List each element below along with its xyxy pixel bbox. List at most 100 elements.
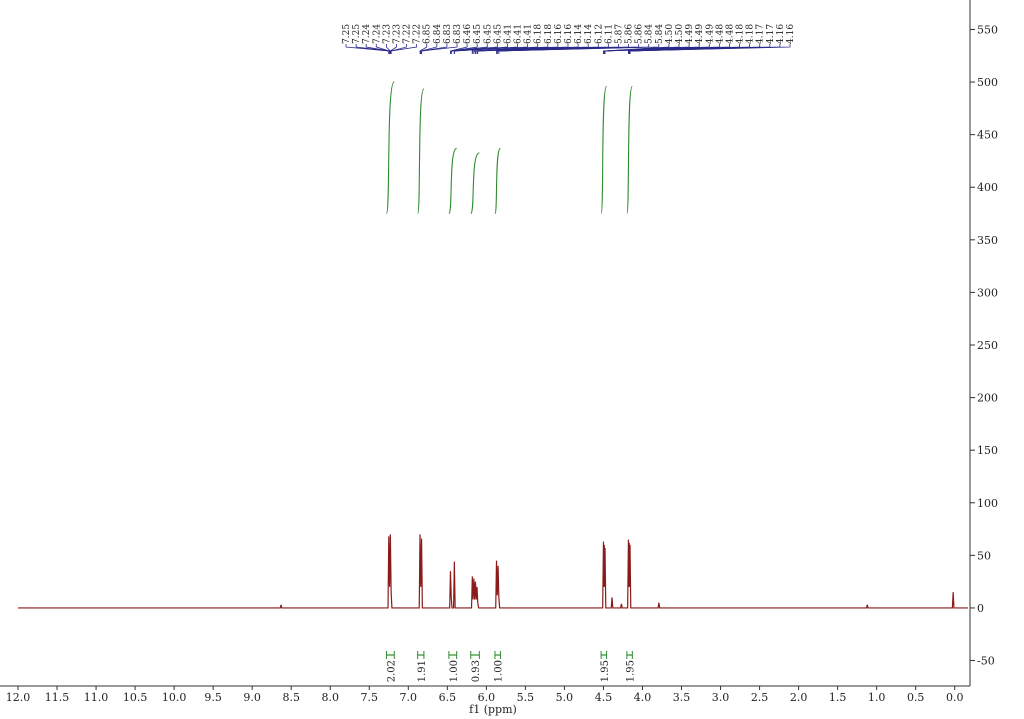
integral-curve [417, 88, 425, 215]
peak-label: 6.18 [544, 24, 554, 44]
integral-label: 1.00 [494, 660, 505, 682]
x-tick-label: 11.0 [84, 691, 109, 704]
peak-leader [420, 44, 438, 54]
x-tick-label: 0.5 [907, 691, 925, 704]
peak-label: 5.87 [614, 24, 624, 44]
integral-label: 2.02 [386, 660, 397, 682]
peak-leader [453, 44, 529, 54]
peak-label: 6.45 [493, 24, 503, 44]
x-tick-label: 9.0 [243, 691, 261, 704]
y-tick-label: 200 [977, 392, 998, 405]
spectrum-line [18, 534, 968, 609]
peak-leader [450, 44, 498, 54]
peak-label: 6.45 [473, 24, 483, 44]
peak-label: 6.16 [554, 24, 564, 44]
peak-label: 7.25 [352, 24, 362, 44]
integral-curve [448, 147, 458, 215]
x-tick-label: 8.0 [321, 691, 339, 704]
peak-label: 7.22 [413, 24, 423, 44]
peak-leader [375, 44, 390, 54]
peak-leader [419, 44, 428, 54]
y-tick-label: 100 [977, 497, 998, 510]
x-tick-label: 9.5 [204, 691, 222, 704]
x-tick-label: 1.5 [829, 691, 847, 704]
y-tick-label: 550 [977, 23, 998, 36]
peak-label: 6.84 [433, 24, 443, 44]
peak-label: 4.18 [746, 24, 756, 44]
peak-label: 7.24 [372, 24, 382, 44]
integral-curve [385, 81, 395, 215]
peak-label: 4.50 [675, 24, 685, 44]
peak-label: 4.17 [756, 24, 766, 44]
x-tick-label: 6.0 [478, 691, 496, 704]
x-tick-label: 7.0 [400, 691, 418, 704]
peak-label: 4.16 [776, 24, 786, 44]
y-tick-label: 150 [977, 444, 998, 457]
x-tick-label: 2.5 [751, 691, 769, 704]
integral-label: 1.95 [600, 660, 611, 682]
x-tick-label: 10.0 [162, 691, 187, 704]
peak-label: 6.14 [584, 24, 594, 44]
integral-label: 0.93 [471, 660, 482, 682]
peak-label: 4.18 [736, 24, 746, 44]
x-tick-label: 3.0 [712, 691, 730, 704]
y-tick-label: 50 [977, 549, 991, 562]
peak-label: 6.12 [594, 24, 604, 44]
peak-label: 5.86 [625, 24, 635, 44]
peak-leader [355, 44, 390, 54]
peak-label: 6.41 [514, 24, 524, 44]
peak-leader [604, 44, 730, 54]
peak-leader [389, 44, 397, 54]
peak-label: 6.14 [574, 24, 584, 44]
peak-label: 4.49 [685, 24, 695, 44]
peak-label: 6.46 [463, 24, 473, 44]
peak-label: 6.41 [524, 24, 534, 44]
x-tick-label: 7.5 [361, 691, 379, 704]
peak-label: 7.24 [362, 24, 372, 44]
peak-label: 4.49 [695, 24, 705, 44]
y-tick-label: -50 [977, 655, 995, 668]
y-tick-label: 450 [977, 129, 998, 142]
y-tick-label: 250 [977, 339, 998, 352]
y-tick-label: 400 [977, 181, 998, 194]
peak-label: 4.17 [766, 24, 776, 44]
peak-leader [421, 44, 448, 54]
peak-label: 6.11 [604, 24, 614, 44]
integral-curve [494, 147, 501, 215]
peak-label: 6.83 [453, 24, 463, 44]
peak-leader [450, 44, 468, 54]
peak-label: 5.86 [635, 24, 645, 44]
peak-label: 6.45 [483, 24, 493, 44]
peak-label: 7.23 [392, 24, 402, 44]
x-tick-label: 5.5 [517, 691, 535, 704]
peak-label: 6.16 [564, 24, 574, 44]
peak-leader [390, 44, 418, 54]
peak-label: 7.23 [382, 24, 392, 44]
peak-label: 6.85 [423, 24, 433, 44]
integral-curve [600, 85, 608, 215]
x-tick-label: 1.0 [868, 691, 886, 704]
peak-label: 5.84 [645, 24, 655, 44]
peak-label: 4.48 [725, 24, 735, 44]
x-tick-label: 5.0 [556, 691, 574, 704]
peak-label: 4.48 [715, 24, 725, 44]
peak-label: 4.49 [705, 24, 715, 44]
x-tick-label: 12.0 [6, 691, 31, 704]
x-tick-label: 6.5 [439, 691, 457, 704]
integral-label: 1.91 [417, 660, 428, 682]
integral-curve [626, 85, 633, 215]
integral-label: 1.00 [449, 660, 460, 682]
peak-label: 6.18 [534, 24, 544, 44]
peak-leader [477, 44, 609, 54]
x-tick-label: 8.5 [282, 691, 300, 704]
peak-label: 7.25 [342, 24, 352, 44]
y-tick-label: 0 [977, 602, 984, 615]
x-tick-label: 11.5 [45, 691, 70, 704]
y-tick-label: 500 [977, 76, 998, 89]
x-tick-label: 0.0 [946, 691, 964, 704]
integral-curve [470, 152, 480, 215]
peak-leader [421, 44, 458, 54]
x-tick-label: 4.5 [595, 691, 613, 704]
peak-leader [498, 44, 660, 54]
